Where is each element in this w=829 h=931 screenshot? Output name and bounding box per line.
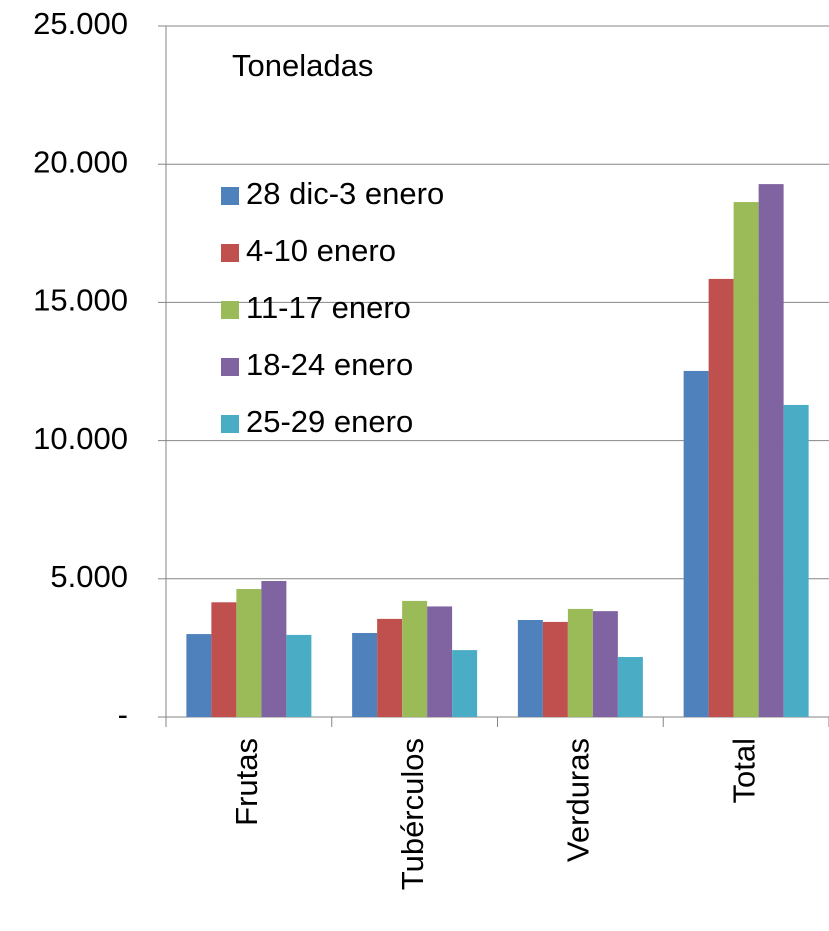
x-tick-label: Verduras [561, 738, 596, 862]
bar [783, 404, 809, 717]
legend-label: 25-29 enero [246, 404, 413, 439]
legend-label: 28 dic-3 enero [246, 176, 444, 211]
bar [186, 634, 212, 717]
bar [286, 634, 312, 717]
y-tick-label: 5.000 [50, 559, 128, 594]
legend-label: 11-17 enero [246, 290, 411, 325]
legend-swatch [221, 187, 239, 205]
bar [211, 602, 237, 717]
bar [758, 184, 784, 717]
bar [517, 619, 543, 717]
bar [452, 650, 478, 717]
legend-swatch [221, 415, 239, 433]
legend-swatch [221, 301, 239, 319]
bar [261, 581, 287, 717]
bar [592, 611, 618, 717]
y-tick-label: - [118, 697, 128, 732]
bar [542, 621, 568, 717]
bar [236, 589, 262, 717]
y-tick-label: 20.000 [33, 144, 128, 179]
legend-label: 4-10 enero [246, 233, 396, 268]
bar [377, 618, 403, 717]
y-tick-label: 10.000 [33, 421, 128, 456]
bar [683, 370, 709, 717]
bar [708, 278, 734, 717]
x-tick-label: Total [726, 738, 761, 803]
bar [427, 606, 453, 717]
bar [567, 608, 593, 717]
x-tick-label: Tubérculos [395, 738, 430, 890]
y-tick-label: 15.000 [33, 283, 128, 318]
y-tick-label: 25.000 [33, 6, 128, 41]
bar [733, 202, 759, 718]
annotation: Toneladas [232, 48, 373, 83]
legend-swatch [221, 244, 239, 262]
bar [402, 600, 428, 717]
bar [617, 657, 643, 717]
legend-swatch [221, 358, 239, 376]
bar [352, 632, 378, 717]
x-tick-label: Frutas [229, 738, 264, 826]
legend-label: 18-24 enero [246, 347, 413, 382]
